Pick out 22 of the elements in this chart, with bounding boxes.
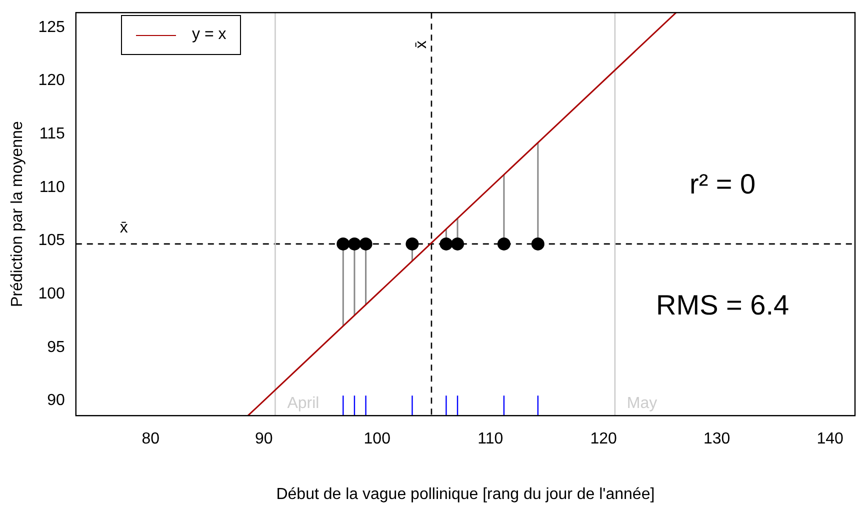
x-tick-label: 110: [478, 430, 504, 448]
y-tick-label: 120: [38, 72, 65, 90]
legend-label: y = x: [192, 26, 226, 44]
y-tick-label: 90: [47, 392, 65, 410]
annotation: RMS = 6.4: [656, 290, 790, 321]
y-tick-label: 105: [38, 232, 65, 250]
x-tick-label: 130: [703, 430, 730, 448]
x-tick-label: 100: [364, 430, 391, 448]
y-axis-title: Prédiction par la moyenne: [9, 121, 26, 308]
x-tick-label: 120: [590, 430, 618, 448]
x-tick-label: 90: [254, 430, 273, 448]
y-tick-label: 100: [38, 285, 65, 302]
y-tick-label: 95: [47, 338, 65, 356]
y-tick-label: 115: [39, 126, 65, 143]
y-tick-label: 125: [38, 18, 65, 36]
y-tick-label: 110: [39, 178, 65, 196]
x-tick-label: 80: [142, 430, 160, 448]
ref-line-label: x̄: [412, 40, 430, 49]
x-tick-label: 140: [816, 430, 844, 448]
ref-line-label: x̄: [120, 219, 128, 236]
annotation: r² = 0: [689, 168, 756, 200]
x-axis-title: Début de la vague pollinique [rang du jour de l'année]: [276, 486, 655, 503]
